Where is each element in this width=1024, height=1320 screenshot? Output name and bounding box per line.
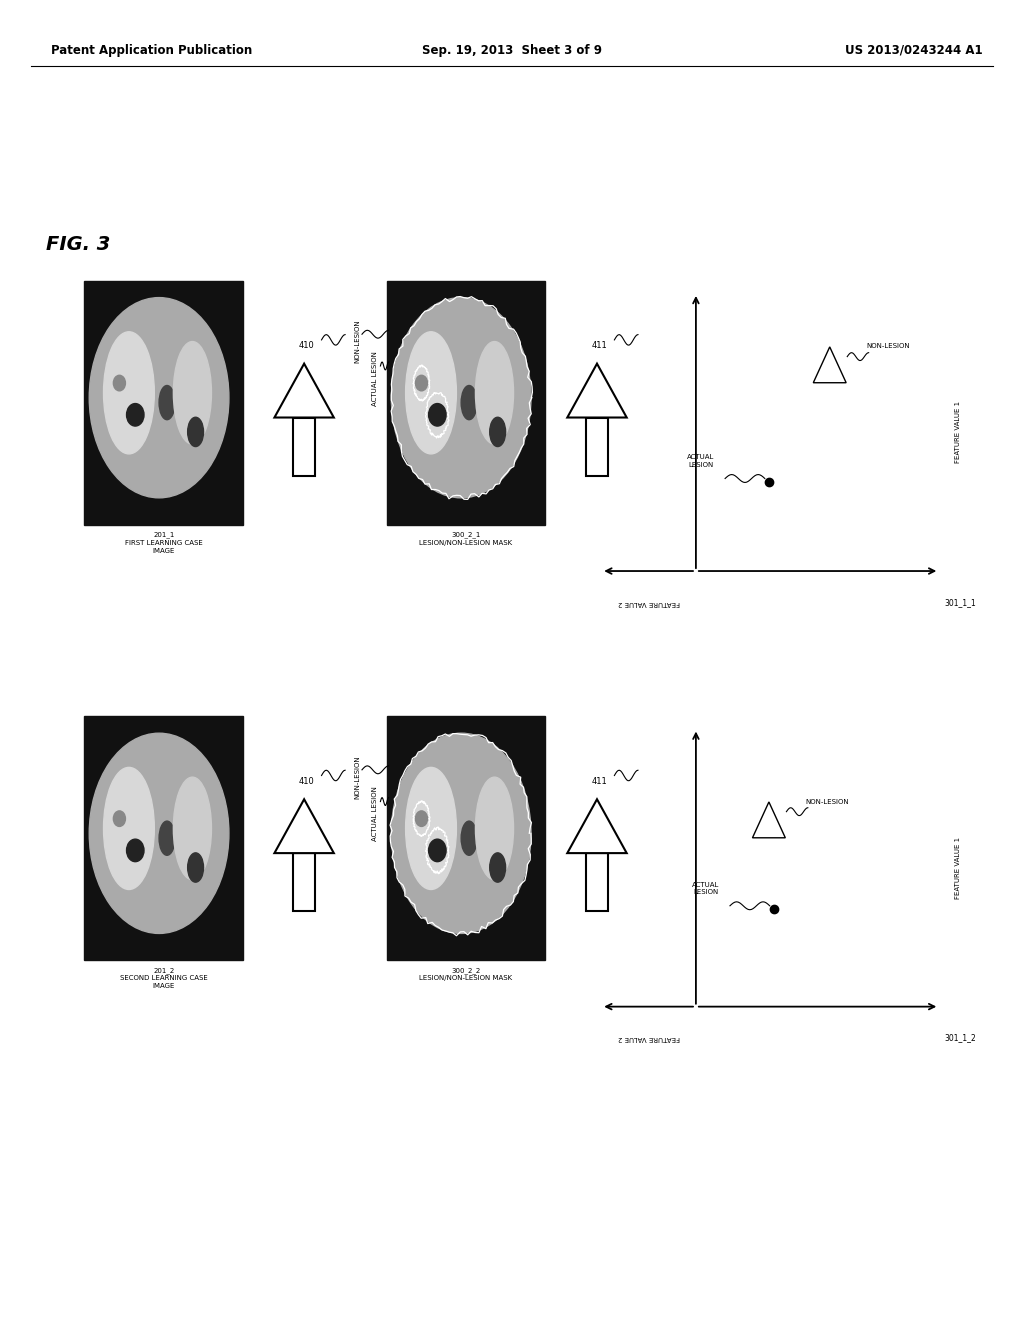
Ellipse shape	[187, 417, 204, 446]
Circle shape	[429, 840, 446, 862]
Ellipse shape	[406, 331, 457, 454]
Circle shape	[416, 375, 427, 391]
Polygon shape	[567, 364, 627, 417]
Text: 301_1_2: 301_1_2	[944, 1034, 977, 1043]
Text: 410: 410	[299, 777, 314, 785]
Polygon shape	[813, 347, 846, 383]
Text: ACTUAL LESION: ACTUAL LESION	[373, 787, 379, 841]
Text: 201_2
SECOND LEARNING CASE
IMAGE: 201_2 SECOND LEARNING CASE IMAGE	[120, 966, 208, 989]
Text: FEATURE VALUE 2: FEATURE VALUE 2	[617, 1035, 680, 1041]
Ellipse shape	[103, 331, 155, 454]
Ellipse shape	[187, 853, 204, 882]
Ellipse shape	[159, 821, 175, 855]
Text: FEATURE VALUE 2: FEATURE VALUE 2	[617, 599, 680, 606]
Bar	[293, 853, 315, 911]
Text: 411: 411	[592, 777, 607, 785]
Ellipse shape	[475, 342, 513, 444]
Ellipse shape	[391, 297, 531, 498]
Polygon shape	[753, 803, 785, 838]
Polygon shape	[274, 364, 334, 417]
Text: NON-LESION: NON-LESION	[354, 319, 360, 363]
Text: 300_2_1
LESION/NON-LESION MASK: 300_2_1 LESION/NON-LESION MASK	[420, 532, 512, 545]
Ellipse shape	[89, 297, 229, 498]
Ellipse shape	[406, 767, 457, 890]
Circle shape	[114, 810, 125, 826]
Text: NON-LESION: NON-LESION	[354, 755, 360, 799]
Ellipse shape	[489, 417, 506, 446]
Text: FEATURE VALUE 1: FEATURE VALUE 1	[954, 401, 961, 463]
Bar	[586, 417, 608, 477]
Text: Patent Application Publication: Patent Application Publication	[51, 44, 253, 57]
Circle shape	[429, 404, 446, 426]
Ellipse shape	[103, 767, 155, 890]
Text: 411: 411	[592, 342, 607, 351]
Text: NON-LESION: NON-LESION	[806, 799, 849, 805]
Text: US 2013/0243244 A1: US 2013/0243244 A1	[846, 44, 983, 57]
Ellipse shape	[475, 777, 513, 879]
Text: 201_1
FIRST LEARNING CASE
IMAGE: 201_1 FIRST LEARNING CASE IMAGE	[125, 532, 203, 553]
Bar	[84, 717, 244, 961]
Ellipse shape	[391, 733, 531, 933]
Text: 410: 410	[299, 342, 314, 351]
Bar	[387, 281, 545, 525]
Circle shape	[114, 375, 125, 391]
Text: FIG. 3: FIG. 3	[46, 235, 111, 253]
Circle shape	[127, 404, 144, 426]
Text: 300_2_2
LESION/NON-LESION MASK: 300_2_2 LESION/NON-LESION MASK	[420, 966, 512, 981]
Polygon shape	[567, 799, 627, 853]
Text: Sep. 19, 2013  Sheet 3 of 9: Sep. 19, 2013 Sheet 3 of 9	[422, 44, 602, 57]
Ellipse shape	[89, 733, 229, 933]
Ellipse shape	[461, 821, 477, 855]
Ellipse shape	[489, 853, 506, 882]
Ellipse shape	[173, 777, 212, 879]
Ellipse shape	[159, 385, 175, 420]
Bar	[84, 281, 244, 525]
Bar	[586, 853, 608, 911]
Text: NON-LESION: NON-LESION	[866, 343, 910, 350]
Circle shape	[127, 840, 144, 862]
Text: ACTUAL LESION: ACTUAL LESION	[373, 351, 379, 405]
Ellipse shape	[173, 342, 212, 444]
Polygon shape	[274, 799, 334, 853]
Bar	[293, 417, 315, 477]
Text: ACTUAL
LESION: ACTUAL LESION	[692, 882, 719, 895]
Circle shape	[416, 810, 427, 826]
Ellipse shape	[461, 385, 477, 420]
Text: FEATURE VALUE 1: FEATURE VALUE 1	[954, 837, 961, 899]
Bar	[387, 717, 545, 961]
Text: ACTUAL
LESION: ACTUAL LESION	[687, 454, 715, 467]
Text: 301_1_1: 301_1_1	[944, 598, 977, 607]
